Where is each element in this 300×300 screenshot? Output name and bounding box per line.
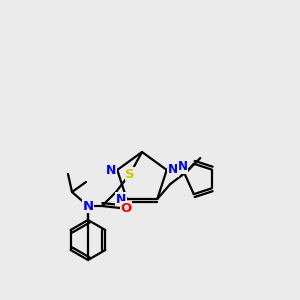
Text: N: N (106, 164, 116, 178)
Text: N: N (116, 193, 126, 206)
Text: S: S (125, 167, 135, 181)
Text: N: N (167, 164, 178, 176)
Text: O: O (120, 202, 132, 214)
Text: N: N (178, 160, 188, 173)
Text: N: N (82, 200, 94, 212)
